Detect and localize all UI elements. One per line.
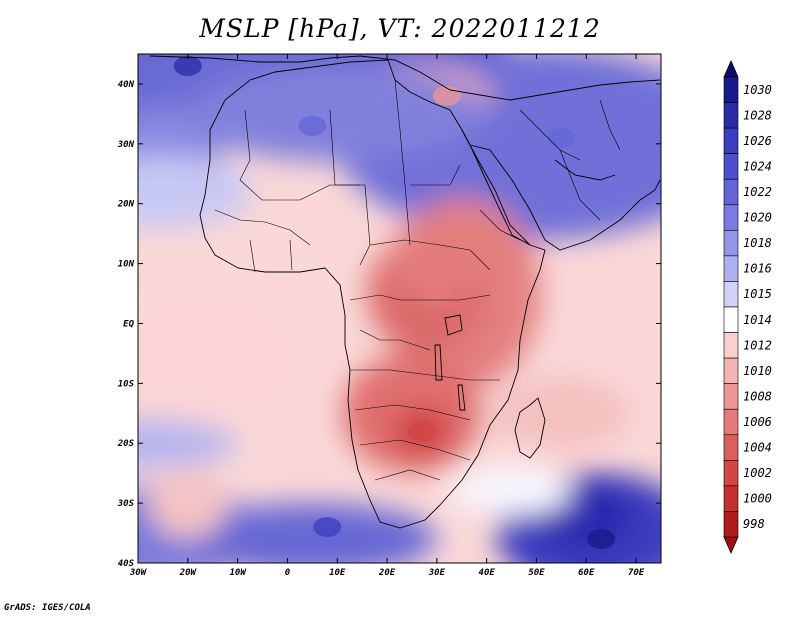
- colorbar-swatch: [723, 230, 739, 257]
- colorbar-swatch: [723, 153, 739, 180]
- lat-tick-label: 30N: [117, 140, 135, 150]
- colorbar-label: 1012: [743, 338, 772, 352]
- lon-tick-label: 20E: [378, 568, 396, 578]
- colorbar-label: 1030: [743, 83, 772, 97]
- red-sea-coastline: [461, 129, 531, 246]
- colorbar-swatch: [723, 127, 739, 154]
- colorbar-swatch: [723, 460, 739, 487]
- longitude-axis: 30W 20W 10W 0 10E 20E 30E 40E 50E 60E 70E: [129, 54, 645, 578]
- lon-tick-label: 70E: [628, 568, 645, 578]
- colorbar-label: 1014: [743, 313, 772, 327]
- colorbar-label: 1026: [743, 134, 772, 148]
- pressure-center: [173, 55, 202, 76]
- colorbar-swatch: [723, 357, 739, 384]
- lon-tick-label: 10W: [229, 568, 247, 578]
- colorbar-label: 998: [743, 517, 765, 531]
- pressure-center: [407, 421, 436, 442]
- map-frame: [137, 53, 662, 564]
- colorbar-label: 1015: [743, 287, 772, 301]
- pressure-center: [422, 283, 451, 304]
- lat-tick-label: 10S: [118, 379, 135, 389]
- pressure-field: [138, 54, 661, 563]
- lon-tick-label: 60E: [578, 568, 595, 578]
- map-title: MSLP [hPa], VT: 2022011212: [199, 14, 601, 43]
- colorbar-swatch: [723, 76, 739, 103]
- lon-tick-label: 10E: [329, 568, 346, 578]
- colorbar-label: 1002: [743, 466, 772, 480]
- colorbar-swatch: [723, 281, 739, 308]
- latitude-axis: 40N 30N 20N 10N EQ 10S 20S 30S 40S: [117, 80, 661, 569]
- pressure-blob: [138, 155, 253, 228]
- lake-malawi-shore: [457, 384, 466, 411]
- lat-tick-label: 20S: [117, 439, 135, 449]
- madagascar-coastline: [514, 397, 546, 459]
- pressure-blob: [187, 503, 437, 563]
- africa-coastline: [199, 59, 546, 529]
- lon-tick-label: 40E: [479, 568, 496, 578]
- colorbar-label: 1008: [743, 389, 772, 403]
- lat-tick-label: 10N: [118, 260, 135, 270]
- pressure-center: [587, 529, 616, 550]
- colorbar-swatch: [723, 434, 739, 461]
- lon-tick-label: 30W: [129, 568, 148, 578]
- colorbar-label: 1024: [743, 159, 772, 173]
- lat-tick-label: 20N: [117, 200, 135, 210]
- colorbar-swatch: [723, 255, 739, 282]
- colorbar-label: 1020: [743, 211, 772, 225]
- pressure-blob: [387, 227, 487, 300]
- lon-tick-label: 20W: [179, 568, 198, 578]
- pressure-center: [298, 115, 327, 136]
- lat-tick-label: EQ: [123, 319, 134, 329]
- pressure-center: [313, 517, 342, 538]
- pressure-blob: [147, 467, 228, 540]
- colorbar-bottom-arrow: [723, 536, 739, 554]
- lake-tanganyika-shore: [434, 344, 443, 381]
- pressure-blob: [187, 65, 487, 162]
- colorbar-swatch: [723, 102, 739, 129]
- europe-coastline: [149, 55, 661, 101]
- colorbar-swatch: [723, 408, 739, 436]
- colorbar-top-arrow: [723, 60, 739, 78]
- colorbar-label: 1006: [743, 415, 772, 429]
- lon-tick-label: 0: [285, 568, 291, 578]
- pressure-blob: [491, 377, 632, 450]
- colorbar-label: 1010: [743, 364, 772, 378]
- persian-gulf-coastline: [554, 159, 616, 181]
- colorbar-swatch: [723, 332, 739, 359]
- lake-victoria-shore: [444, 314, 463, 336]
- colorbar-swatch: [723, 178, 739, 206]
- lon-tick-label: 30E: [428, 568, 446, 578]
- colorbar-label: 1022: [743, 185, 772, 199]
- pressure-blob: [138, 281, 303, 426]
- pressure-blob: [451, 467, 572, 516]
- colorbar-label: 1000: [743, 492, 772, 506]
- lon-tick-label: 50E: [528, 568, 545, 578]
- pressure-center: [432, 85, 461, 106]
- colorbar: 1030 1028 1026 1024 1022 1020 1018 1016 1015 1014…: [723, 60, 772, 554]
- colorbar-label: 1004: [743, 441, 772, 455]
- lat-tick-label: 40N: [118, 80, 135, 90]
- pressure-blob: [138, 419, 238, 468]
- lat-tick-label: 30S: [117, 499, 135, 509]
- arabia-coastline: [469, 144, 661, 251]
- pressure-center: [547, 127, 576, 148]
- colorbar-swatch: [723, 204, 739, 231]
- grads-credit: GrADS: IGES/COLA: [4, 603, 91, 613]
- coastlines: [149, 55, 661, 529]
- colorbar-label: 1016: [743, 262, 772, 276]
- colorbar-label: 1028: [743, 108, 772, 122]
- lat-tick-label: 40S: [118, 559, 135, 569]
- colorbar-swatch: [723, 383, 739, 410]
- colorbar-swatch: [723, 511, 739, 538]
- colorbar-label: 1018: [743, 236, 772, 250]
- colorbar-swatch: [723, 485, 739, 512]
- country-borders: [214, 79, 621, 481]
- colorbar-swatch: [723, 306, 739, 333]
